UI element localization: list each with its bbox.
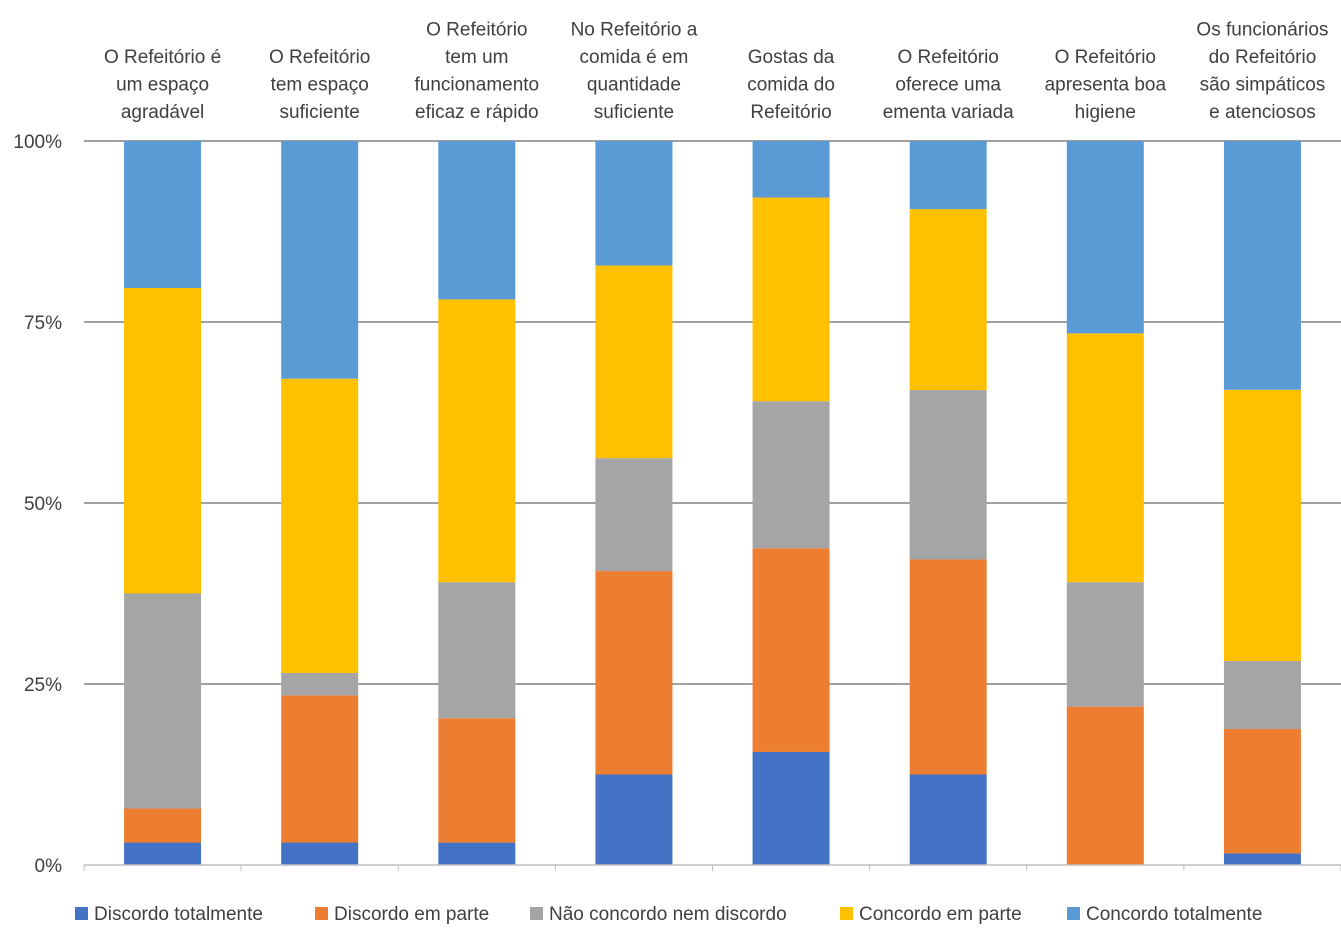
legend-swatch bbox=[315, 907, 328, 920]
legend-swatch bbox=[840, 907, 853, 920]
legend-label: Concordo em parte bbox=[859, 904, 1022, 925]
bar-segment bbox=[124, 808, 202, 843]
bar-segment bbox=[595, 265, 673, 459]
bar-segment bbox=[1066, 141, 1144, 334]
legend-label: Concordo totalmente bbox=[1086, 904, 1262, 925]
bar-segment bbox=[909, 390, 987, 560]
bar-segment bbox=[752, 751, 830, 865]
category-label: O Refeitório tem um funcionamento eficaz e … bbox=[414, 20, 539, 124]
bar-segment bbox=[1223, 141, 1301, 390]
bar-segment bbox=[1066, 333, 1144, 583]
bar-segment bbox=[1223, 729, 1301, 854]
legend-label: Discordo em parte bbox=[334, 904, 489, 925]
x-axis bbox=[83, 864, 1341, 871]
bar-segment bbox=[281, 695, 359, 843]
bar-segment bbox=[438, 842, 516, 865]
category-labels: O Refeitório é um espaço agradável O Refeit… bbox=[104, 20, 1329, 124]
bar-segment bbox=[595, 458, 673, 572]
bar-segment bbox=[281, 378, 359, 673]
gridlines bbox=[84, 140, 1341, 685]
legend: Discordo totalmente Discordo em parte Não … bbox=[75, 904, 1262, 925]
bar-segment bbox=[438, 141, 516, 300]
bar-segment bbox=[438, 718, 516, 843]
category-label: O Refeitório apresenta boa higiene bbox=[1045, 47, 1167, 123]
bar-segment bbox=[1223, 853, 1301, 865]
bar-segment bbox=[281, 672, 359, 696]
bar-segment bbox=[752, 401, 830, 549]
category-label: Os funcionários do Refeitório são simpátic… bbox=[1196, 20, 1328, 124]
legend-swatch bbox=[1067, 907, 1080, 920]
bar-segment bbox=[909, 209, 987, 391]
bar-segment bbox=[595, 141, 673, 266]
bar-segment bbox=[595, 571, 673, 775]
y-tick-label: 100% bbox=[13, 132, 62, 153]
bar-segment bbox=[124, 593, 202, 809]
y-tick-label: 25% bbox=[24, 675, 62, 696]
category-label: Gostas da comida do Refeitório bbox=[747, 47, 835, 123]
category-label: O Refeitório é um espaço agradável bbox=[104, 47, 221, 123]
bar-segment bbox=[752, 548, 830, 752]
bar-segment bbox=[909, 141, 987, 210]
bar-segment bbox=[438, 582, 516, 719]
bar-segment bbox=[281, 842, 359, 865]
legend-label: Discordo totalmente bbox=[94, 904, 263, 925]
legend-label: Não concordo nem discordo bbox=[549, 904, 787, 925]
bar-segment bbox=[752, 141, 830, 198]
bar-segment bbox=[1223, 661, 1301, 730]
bar-segment bbox=[1223, 389, 1301, 662]
bar-segment bbox=[909, 774, 987, 865]
bar-segment bbox=[909, 559, 987, 775]
bar-segment bbox=[281, 141, 359, 379]
bar-segment bbox=[1066, 582, 1144, 707]
category-label: O Refeitório oferece uma ementa variada bbox=[883, 47, 1014, 123]
category-label: O Refeitório tem espaço suficiente bbox=[269, 47, 370, 123]
bars bbox=[124, 141, 1301, 865]
y-tick-label: 0% bbox=[35, 856, 63, 877]
bar-segment bbox=[595, 774, 673, 865]
y-tick-label: 50% bbox=[24, 494, 62, 515]
bar-segment bbox=[1066, 706, 1144, 865]
bar-segment bbox=[124, 141, 202, 288]
bar-segment bbox=[438, 299, 516, 583]
bar-segment bbox=[124, 287, 202, 594]
legend-swatch bbox=[530, 907, 543, 920]
y-tick-label: 75% bbox=[24, 313, 62, 334]
category-label: No Refeitório a comida é em quantidade sufi… bbox=[571, 20, 698, 124]
bar-segment bbox=[752, 197, 830, 402]
bar-segment bbox=[124, 842, 202, 865]
y-axis-tick-labels: 0% 25% 50% 75% 100% bbox=[13, 132, 62, 877]
legend-swatch bbox=[75, 907, 88, 920]
